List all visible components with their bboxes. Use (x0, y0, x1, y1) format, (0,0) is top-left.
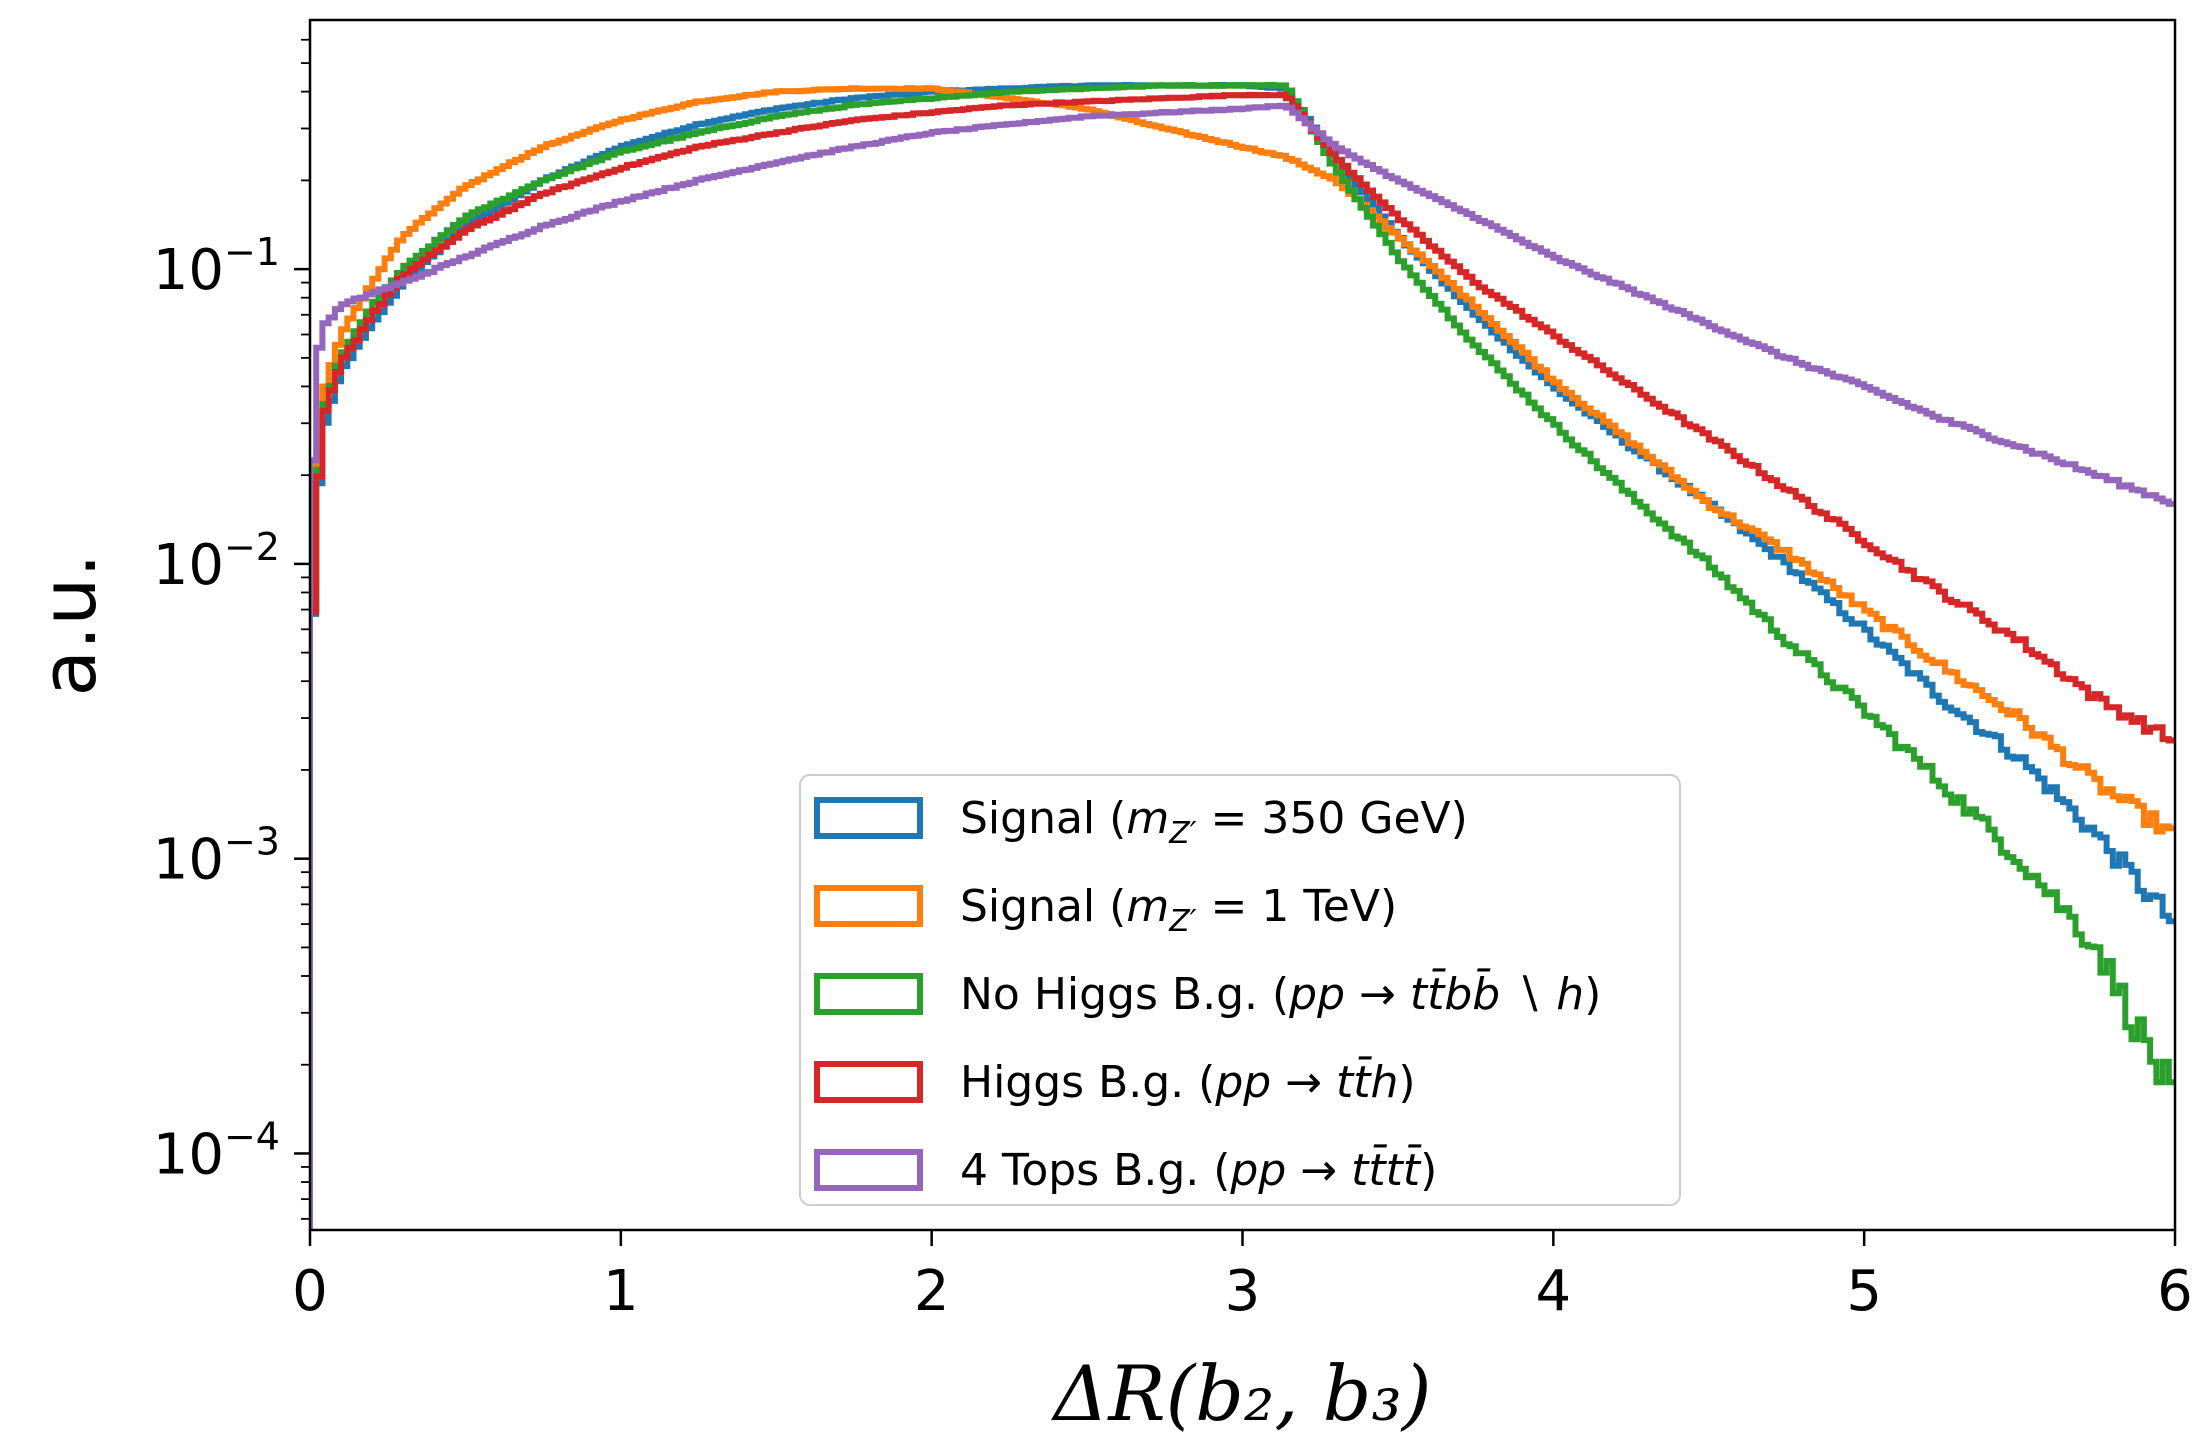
legend-label-2: Signal (mZ′ = 1 TeV) (960, 881, 1397, 939)
legend-label-1: Signal (mZ′ = 350 GeV) (960, 793, 1468, 851)
y-tick-label: 10−4 (153, 1114, 280, 1187)
x-tick-label: 2 (914, 1259, 950, 1324)
x-tick-label: 0 (292, 1259, 328, 1324)
x-tick-label: 3 (1225, 1259, 1261, 1324)
legend-swatch-4 (814, 1061, 923, 1103)
series-line-4 (310, 91, 2175, 1230)
legend-swatch-2 (814, 885, 923, 927)
x-axis-label: ΔR(b₂, b₃) (1051, 1349, 1432, 1438)
legend: Signal (mZ′ = 350 GeV) Signal (mZ′ = 1 Te… (799, 774, 1681, 1206)
y-tick-label: 10−3 (153, 820, 280, 893)
legend-box (799, 774, 1681, 1206)
y-tick-label: 10−1 (153, 230, 280, 303)
x-tick-label: 1 (603, 1259, 639, 1324)
axis-labels: ΔR(b₂, b₃) a.u. (24, 553, 1431, 1438)
legend-label-5: 4 Tops B.g. (pp → tt̄tt̄) (960, 1143, 1437, 1196)
legend-swatch-3 (814, 973, 923, 1015)
series-line-3 (310, 82, 2175, 1230)
x-tick-label: 6 (2157, 1259, 2193, 1324)
axes-layer: 0 1 2 3 4 5 6 10−4 10−3 10−2 10−1 (153, 18, 2193, 1324)
series-line-2 (310, 85, 2175, 1230)
x-tick-label: 5 (1846, 1259, 1882, 1324)
series-line-5 (310, 102, 2175, 1230)
legend-label-3: No Higgs B.g. (pp → tt̄bb̄ ∖ h) (960, 967, 1601, 1020)
series-layer (310, 82, 2175, 1230)
legend-swatch-5 (814, 1149, 923, 1191)
y-axis-label: a.u. (24, 553, 113, 696)
legend-swatch-1 (814, 797, 923, 839)
legend-label-4: Higgs B.g. (pp → tt̄h) (960, 1055, 1416, 1108)
x-tick-label: 4 (1536, 1259, 1572, 1324)
y-tick-label: 10−2 (153, 525, 280, 598)
